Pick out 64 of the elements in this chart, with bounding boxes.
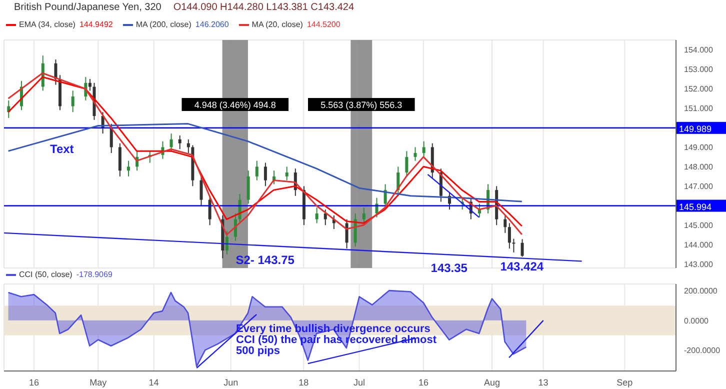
x-tick-label: 13 (538, 377, 548, 388)
y-tick-label: 200.0000 (684, 286, 718, 296)
y-tick-label: 143.000 (684, 260, 714, 269)
candlestick (200, 176, 203, 206)
y-tick-label: 154.000 (684, 46, 714, 55)
y-tick-label: 149.000 (684, 143, 714, 152)
x-tick-label: Aug (484, 377, 500, 388)
text: -178.9069 (76, 270, 112, 279)
band-label: 5.563 (3.87%) 556.3 (320, 100, 402, 110)
candlestick (264, 162, 267, 187)
candlestick (414, 146, 417, 162)
candlestick (504, 214, 507, 234)
ref-line-label: 149.989 (679, 124, 712, 134)
annotation: 143.35 (430, 260, 468, 275)
candlestick (315, 207, 318, 224)
x-tick-label: May (90, 377, 108, 388)
y-tick-label: 151.000 (684, 104, 714, 114)
candlestick (118, 142, 122, 177)
candlestick (285, 166, 288, 181)
candlestick (422, 140, 426, 158)
y-tick-label: 144.000 (684, 240, 714, 250)
chart-subtitle: O144.090 H144.280 L143.381 C143.424 (173, 2, 354, 13)
legend-label: EMA (34, close) (19, 20, 76, 29)
candlestick (246, 170, 250, 204)
y-tick-label: 152.000 (684, 84, 714, 94)
legend-label: MA (200, close) (136, 20, 192, 29)
ref-line-label: 145.994 (679, 202, 712, 212)
candlestick (170, 133, 173, 152)
x-tick-label: 18 (298, 377, 309, 388)
candlestick (126, 160, 130, 177)
y-tick-label: 145.000 (684, 220, 714, 230)
candlestick (178, 134, 182, 150)
text: 146.2060 (195, 20, 229, 29)
candlestick (520, 238, 524, 258)
text: 144.9492 (79, 20, 113, 29)
candlestick (508, 222, 511, 250)
candlestick (255, 160, 258, 181)
candlestick (324, 209, 327, 226)
annotation: 143.424 (500, 259, 544, 274)
candlestick (405, 150, 408, 177)
x-tick-label: Jul (354, 377, 366, 388)
legend-label: CCI (50, close) (19, 270, 72, 279)
x-tick-label: Sep (616, 377, 633, 388)
text: 144.5200 (306, 20, 340, 29)
candlestick (71, 90, 74, 113)
y-tick-label: 153.000 (684, 65, 714, 74)
candlestick (54, 58, 58, 86)
y-tick-label: -200.0000 (684, 346, 721, 356)
y-tick-label: 147.000 (684, 182, 714, 191)
candlestick (362, 207, 366, 224)
candlestick (345, 218, 348, 250)
x-tick-label: Jun (224, 377, 238, 388)
candlestick (88, 78, 92, 92)
legend-label: MA (20, close) (252, 20, 303, 29)
y-tick-label: 148.000 (684, 162, 714, 172)
band-label: 4.948 (3.46%) 494.8 (194, 100, 276, 110)
chart-title: British Pound/Japanese Yen, 320 (14, 2, 162, 13)
annotation: Text (50, 142, 74, 156)
candlestick (512, 238, 516, 253)
x-tick-label: 16 (28, 377, 39, 388)
x-tick-label: 14 (148, 377, 159, 388)
y-tick-label: 0.0000 (684, 316, 710, 326)
x-tick-label: 16 (418, 377, 428, 388)
line-series (8, 123, 523, 202)
